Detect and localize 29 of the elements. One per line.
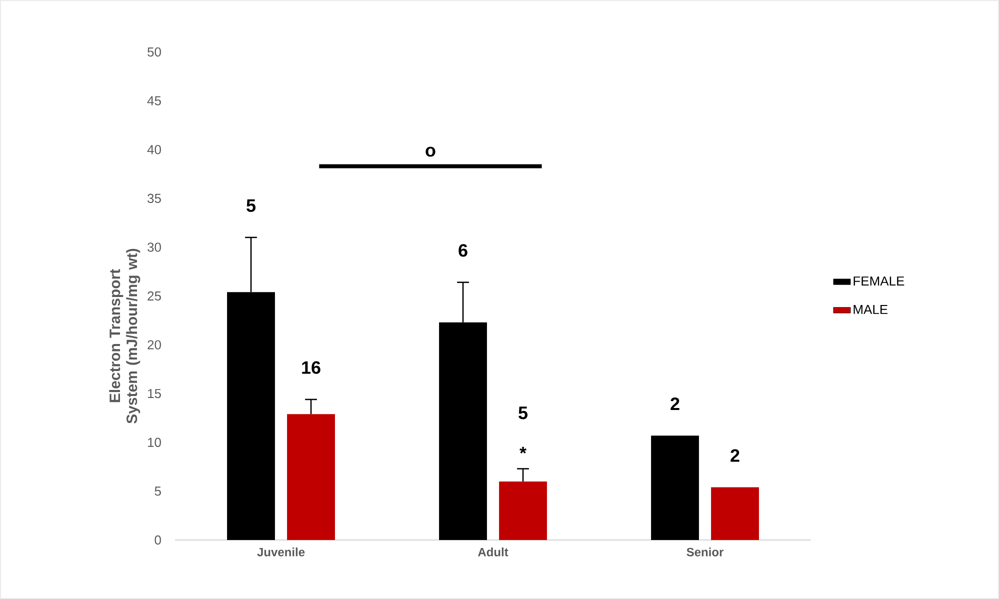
- legend-label: FEMALE: [854, 276, 904, 286]
- annotation: 2: [670, 397, 680, 410]
- annotation: 2: [730, 449, 740, 462]
- y-tick-label: 10: [148, 438, 161, 447]
- y-tick-label: 50: [148, 47, 161, 57]
- bar: [287, 414, 335, 540]
- y-tick-label: 35: [148, 194, 161, 203]
- annotation: 5: [518, 406, 528, 420]
- y-tick-label: 25: [148, 291, 161, 301]
- x-tick-label: Senior: [686, 548, 724, 556]
- y-axis-title: Electron Transport System (mJ/hour/mg wt): [109, 248, 140, 424]
- y-tick-label: 20: [148, 340, 161, 350]
- annotation: 5: [246, 199, 256, 212]
- x-tick-label: Adult: [478, 548, 508, 556]
- y-tick-label: 15: [148, 389, 161, 398]
- bar: [651, 436, 699, 540]
- annotation: *: [520, 446, 526, 454]
- annotation: 16: [302, 361, 320, 374]
- y-tick-label: 0: [154, 535, 161, 545]
- y-tick-label: 5: [154, 486, 161, 496]
- annotation: 6: [458, 244, 468, 257]
- annotation: o: [426, 146, 436, 157]
- bar: [711, 487, 759, 540]
- bar: [499, 481, 547, 540]
- y-tick-label: 45: [147, 96, 161, 106]
- y-tick-label: 30: [148, 242, 161, 252]
- y-tick-label: 40: [147, 144, 161, 154]
- x-tick-label: Juvenile: [257, 548, 305, 556]
- legend-label: MALE: [854, 304, 888, 314]
